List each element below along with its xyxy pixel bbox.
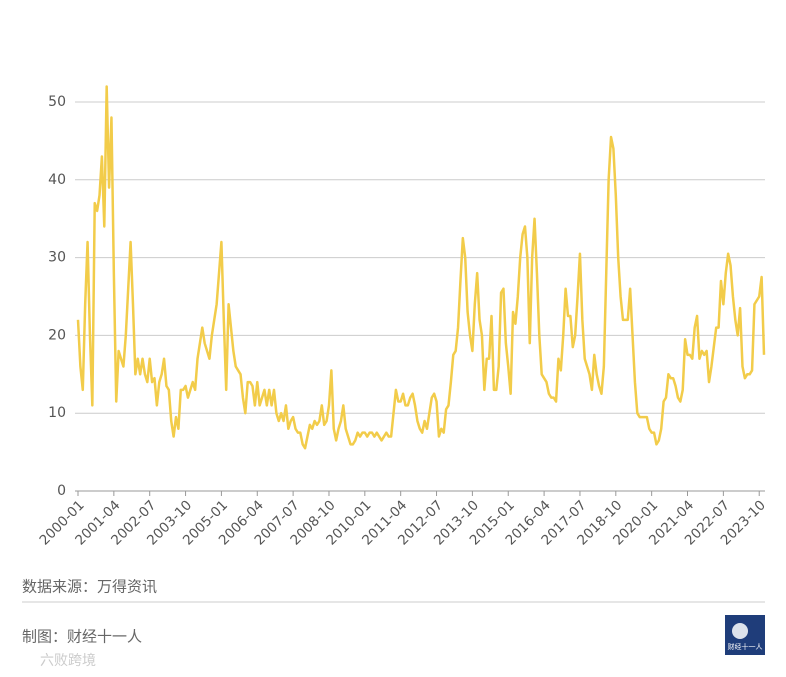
watermark: 六败跨境	[40, 653, 96, 669]
y-tick-label: 40	[48, 172, 66, 188]
y-tick-label: 20	[48, 327, 66, 343]
y-tick-label: 10	[48, 405, 66, 421]
y-tick-label: 30	[48, 250, 66, 266]
y-tick-label: 0	[57, 483, 66, 499]
y-tick-label: 50	[48, 94, 66, 110]
logo-globe	[732, 623, 748, 639]
credit-note: 制图：财经十一人	[22, 628, 142, 646]
source-note: 数据来源：万得资讯	[22, 578, 157, 596]
data-line	[76, 85, 766, 450]
logo-text: 财经十一人	[728, 642, 763, 651]
